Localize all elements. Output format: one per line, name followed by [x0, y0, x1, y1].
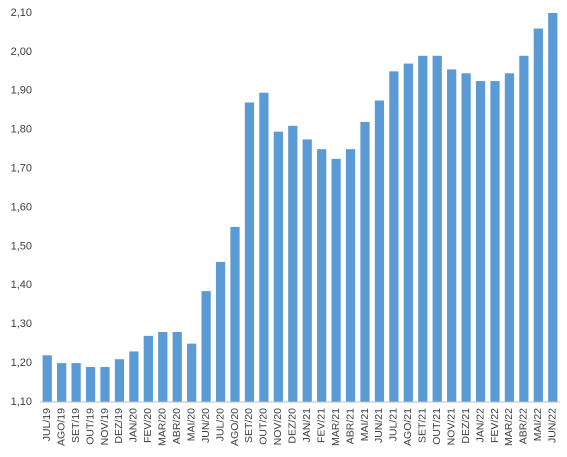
y-tick-label: 1,60 [11, 201, 32, 213]
x-tick-label: DEZ/20 [287, 408, 299, 444]
y-tick-label: 2,00 [11, 46, 32, 58]
x-tick-label: JAN/22 [474, 408, 486, 443]
bar [432, 55, 442, 402]
x-tick-label: JAN/21 [301, 408, 313, 443]
bar [548, 13, 558, 402]
bar [317, 149, 327, 402]
x-tick-label: MAI/20 [185, 408, 197, 441]
bar [71, 363, 81, 402]
bar [374, 100, 385, 403]
bar [418, 55, 428, 402]
x-tick-label: MAI/21 [359, 408, 371, 441]
bar [447, 69, 457, 402]
x-tick-label: JAN/20 [128, 408, 140, 443]
bar [475, 81, 486, 402]
bar [201, 291, 211, 402]
bar [230, 226, 240, 402]
y-tick-label: 1,80 [11, 124, 32, 136]
x-tick-label: MAI/22 [532, 408, 544, 441]
y-tick-label: 1,50 [11, 240, 32, 252]
bar [187, 343, 197, 402]
x-tick-label: AGO/20 [229, 408, 241, 446]
x-tick-label: SET/21 [417, 408, 429, 443]
bar [504, 73, 515, 403]
bar [42, 355, 52, 402]
bar [403, 63, 413, 402]
x-tick-label: MAR/22 [503, 408, 515, 446]
bar [114, 359, 125, 402]
y-tick-label: 1,70 [11, 163, 32, 175]
bar [490, 81, 500, 402]
bar [345, 149, 356, 402]
x-tick-label: NOV/21 [445, 408, 457, 446]
bar [244, 102, 255, 402]
bar [172, 331, 182, 402]
bar [331, 158, 341, 402]
x-tick-label: DEZ/19 [113, 408, 125, 444]
y-tick-label: 1,20 [11, 357, 32, 369]
x-tick-label: NOV/20 [272, 408, 284, 446]
x-tick-label: JUN/21 [373, 408, 385, 443]
bar [519, 55, 529, 402]
y-tick-label: 1,10 [11, 396, 32, 408]
x-tick-label: FEV/21 [315, 408, 327, 443]
x-tick-label: JUL/19 [41, 408, 53, 441]
x-tick-label: OUT/20 [258, 408, 270, 445]
bar [360, 121, 370, 403]
bar [85, 366, 96, 402]
x-tick-label: FEV/20 [142, 408, 154, 443]
bar [533, 28, 543, 403]
x-tick-label: JUN/22 [547, 408, 559, 443]
bar [259, 92, 269, 403]
x-tick-label: JUL/21 [388, 408, 400, 441]
x-tick-label: MAR/21 [330, 408, 342, 446]
y-tick-label: 1,30 [11, 318, 32, 330]
bar [215, 261, 226, 402]
x-tick-label: ABR/22 [518, 408, 530, 444]
bar [461, 73, 471, 403]
x-tick-label: MAR/20 [157, 408, 169, 446]
bar [273, 131, 283, 402]
y-tick-label: 2,10 [11, 7, 32, 19]
x-tick-label: AGO/19 [55, 408, 67, 446]
x-tick-label: SET/20 [243, 408, 255, 443]
x-tick-label: JUN/20 [200, 408, 212, 443]
x-tick-label: OUT/19 [84, 408, 96, 445]
bar [57, 363, 67, 402]
bar [129, 351, 139, 402]
x-tick-label: SET/19 [70, 408, 82, 443]
x-tick-label: AGO/21 [402, 408, 414, 446]
bar [143, 335, 153, 402]
x-tick-label: NOV/19 [99, 408, 111, 446]
bar [302, 139, 312, 403]
bar [158, 331, 168, 402]
y-tick-label: 1,90 [11, 85, 32, 97]
x-tick-label: ABR/21 [344, 408, 356, 444]
x-tick-label: DEZ/21 [460, 408, 472, 444]
x-tick-label: OUT/21 [431, 408, 443, 445]
x-tick-label: ABR/20 [171, 408, 183, 444]
y-tick-label: 1,40 [11, 279, 32, 291]
x-tick-label: JUL/20 [214, 408, 226, 441]
bar [100, 366, 110, 402]
bar [288, 125, 298, 402]
x-tick-label: FEV/22 [489, 408, 501, 443]
bar [389, 71, 399, 402]
